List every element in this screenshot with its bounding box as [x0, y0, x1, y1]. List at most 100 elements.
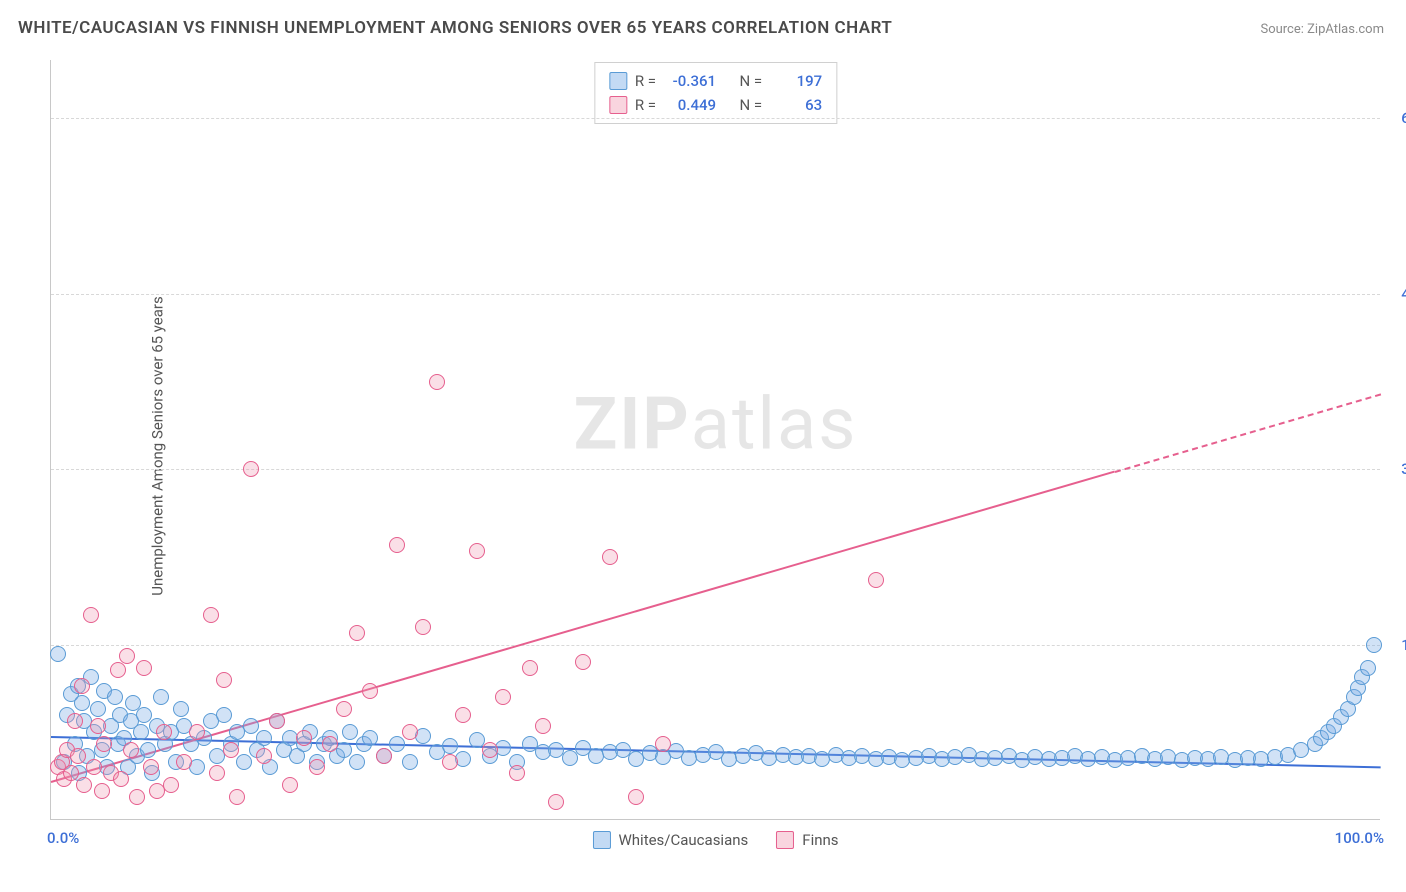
data-point — [86, 759, 102, 775]
data-point — [136, 660, 152, 676]
data-point — [655, 736, 671, 752]
data-point — [349, 754, 365, 770]
data-point — [243, 461, 259, 477]
data-point — [389, 736, 405, 752]
data-point — [67, 713, 83, 729]
y-tick: 30.0% — [1386, 460, 1406, 478]
swatch-blue-icon — [592, 831, 610, 849]
swatch-pink-icon — [776, 831, 794, 849]
data-point — [548, 794, 564, 810]
correlation-legend: R = -0.361 N = 197 R = 0.449 N = 63 — [594, 62, 837, 124]
chart-title: WHITE/CAUCASIAN VS FINNISH UNEMPLOYMENT … — [18, 18, 892, 38]
data-point — [94, 783, 110, 799]
data-point — [113, 771, 129, 787]
data-point — [70, 748, 86, 764]
data-point — [442, 738, 458, 754]
series-legend: Whites/Caucasians Finns — [592, 831, 838, 849]
data-point — [362, 683, 378, 699]
n-label: N = — [740, 93, 763, 117]
y-tick: 15.0% — [1386, 636, 1406, 654]
data-point — [229, 789, 245, 805]
data-point — [535, 718, 551, 734]
data-point — [74, 678, 90, 694]
plot-area: R = -0.361 N = 197 R = 0.449 N = 63 ZIPa… — [50, 60, 1380, 820]
data-point — [575, 654, 591, 670]
data-point — [482, 742, 498, 758]
data-point — [628, 789, 644, 805]
data-point — [296, 730, 312, 746]
data-point — [140, 742, 156, 758]
data-point — [256, 748, 272, 764]
swatch-pink-icon — [609, 96, 627, 114]
trend-line — [1115, 393, 1382, 473]
data-point — [309, 759, 325, 775]
legend-row-blue: R = -0.361 N = 197 — [609, 69, 822, 93]
n-label: N = — [740, 69, 763, 93]
data-point — [562, 750, 578, 766]
data-point — [256, 730, 272, 746]
data-point — [415, 619, 431, 635]
n-value-pink: 63 — [770, 93, 822, 117]
legend-item-pink: Finns — [776, 831, 838, 849]
r-label: R = — [635, 93, 656, 117]
data-point — [203, 607, 219, 623]
data-point — [469, 543, 485, 559]
data-point — [282, 777, 298, 793]
data-point — [269, 713, 285, 729]
gridline — [51, 118, 1380, 119]
source-attribution: Source: ZipAtlas.com — [1260, 22, 1384, 37]
data-point — [223, 742, 239, 758]
watermark: ZIPatlas — [574, 382, 858, 467]
data-point — [216, 672, 232, 688]
data-point — [123, 742, 139, 758]
watermark-zip: ZIP — [574, 382, 691, 467]
gridline — [51, 294, 1380, 295]
data-point — [173, 701, 189, 717]
y-tick: 45.0% — [1386, 285, 1406, 303]
data-point — [442, 754, 458, 770]
data-point — [216, 707, 232, 723]
data-point — [153, 689, 169, 705]
data-point — [602, 549, 618, 565]
source-label: Source: — [1260, 22, 1307, 37]
data-point — [110, 662, 126, 678]
r-label: R = — [635, 69, 656, 93]
data-point — [429, 374, 445, 390]
source-name: ZipAtlas.com — [1307, 22, 1384, 37]
data-point — [107, 689, 123, 705]
legend-label-pink: Finns — [802, 831, 838, 849]
legend-item-blue: Whites/Caucasians — [592, 831, 748, 849]
data-point — [349, 625, 365, 641]
x-tick-max: 100.0% — [1335, 829, 1384, 847]
r-value-blue: -0.361 — [664, 69, 716, 93]
x-tick-min: 0.0% — [47, 829, 79, 847]
data-point — [74, 695, 90, 711]
data-point — [455, 707, 471, 723]
data-point — [402, 754, 418, 770]
data-point — [119, 648, 135, 664]
swatch-blue-icon — [609, 72, 627, 90]
data-point — [90, 701, 106, 717]
data-point — [50, 646, 66, 662]
data-point — [1360, 660, 1376, 676]
data-point — [163, 777, 179, 793]
n-value-blue: 197 — [770, 69, 822, 93]
data-point — [376, 748, 392, 764]
gridline — [51, 645, 1380, 646]
data-point — [1366, 637, 1382, 653]
data-point — [96, 736, 112, 752]
y-tick: 60.0% — [1386, 109, 1406, 127]
data-point — [868, 572, 884, 588]
data-point — [342, 724, 358, 740]
legend-row-pink: R = 0.449 N = 63 — [609, 93, 822, 117]
watermark-atlas: atlas — [691, 382, 858, 467]
r-value-pink: 0.449 — [664, 93, 716, 117]
data-point — [129, 789, 145, 805]
data-point — [76, 777, 92, 793]
data-point — [236, 754, 252, 770]
data-point — [243, 718, 259, 734]
data-point — [176, 754, 192, 770]
data-point — [83, 607, 99, 623]
data-point — [90, 718, 106, 734]
data-point — [336, 701, 352, 717]
